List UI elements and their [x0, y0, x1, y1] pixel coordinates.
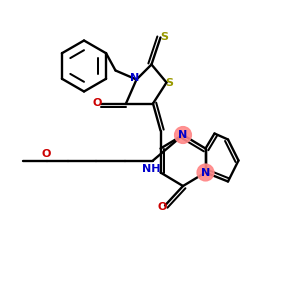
- Text: S: S: [166, 77, 173, 88]
- Circle shape: [175, 127, 191, 143]
- Circle shape: [197, 164, 214, 181]
- Text: O: O: [157, 202, 167, 212]
- Text: NH: NH: [142, 164, 161, 174]
- Text: N: N: [178, 130, 188, 140]
- Text: S: S: [160, 32, 168, 43]
- Text: N: N: [130, 73, 140, 83]
- Text: O: O: [93, 98, 102, 109]
- Text: N: N: [201, 167, 210, 178]
- Text: O: O: [42, 149, 51, 159]
